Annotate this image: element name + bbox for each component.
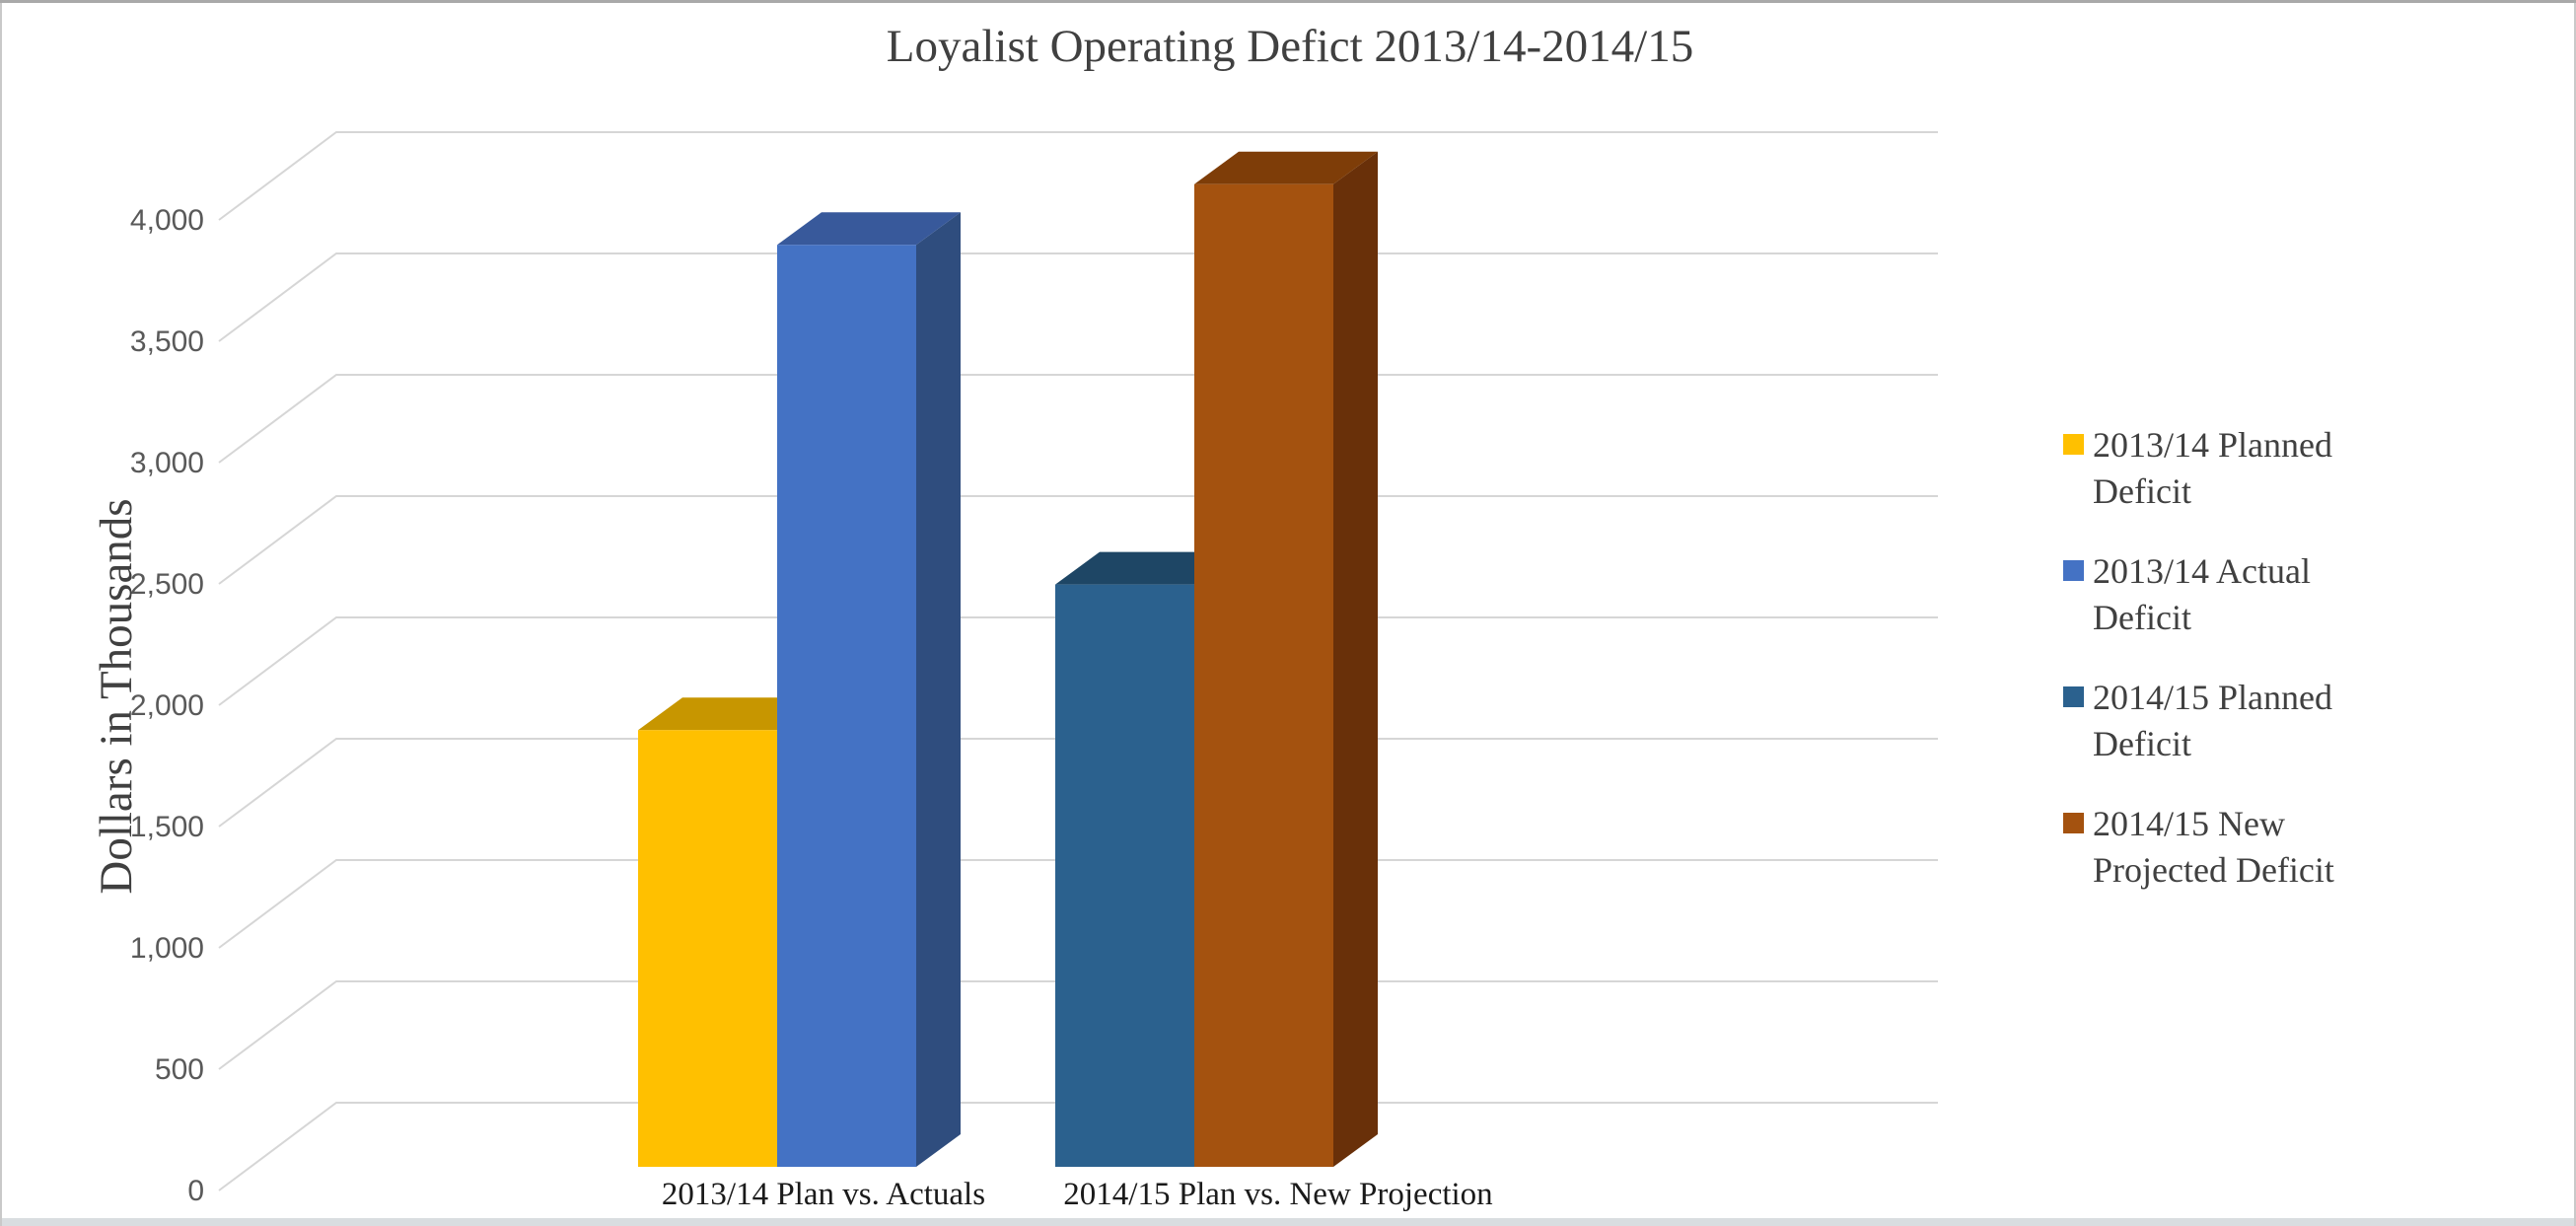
bar-2014-15-new-projected-deficit: [1194, 183, 1333, 1167]
legend-item: 2014/15 New Projected Deficit: [2063, 801, 2527, 894]
gridline: [218, 131, 1938, 221]
gridline: [218, 616, 1938, 706]
gridline: [218, 374, 1938, 464]
y-tick-label: 0: [187, 1175, 204, 1207]
y-tick-label: 2,500: [129, 568, 204, 601]
y-tick-label: 1,500: [129, 811, 204, 843]
legend-swatch-icon: [2063, 560, 2084, 581]
bar-2013-14-actual-deficit: [777, 245, 916, 1167]
bar-2014-15-planned-deficit-top: [1055, 551, 1239, 585]
legend-item: 2014/15 Planned Deficit: [2063, 675, 2527, 767]
y-tick-label: 3,000: [129, 447, 204, 479]
legend-swatch-icon: [2063, 686, 2084, 707]
bar-2014-15-new-projected-deficit-side: [1333, 151, 1378, 1168]
x-axis-category-label-2: 2014/15 Plan vs. New Projection: [1063, 1177, 1493, 1212]
gridline: [218, 252, 1938, 342]
legend-swatch-icon: [2063, 434, 2084, 455]
gridline: [218, 859, 1938, 949]
legend-item: 2013/14 Planned Deficit: [2063, 422, 2527, 515]
x-axis-category-label-1: 2013/14 Plan vs. Actuals: [661, 1177, 986, 1212]
legend-label: 2013/14 Planned Deficit: [2093, 425, 2332, 511]
bar-2013-14-planned-deficit-top: [638, 697, 822, 731]
bar-2013-14-actual-deficit-top: [777, 212, 961, 246]
bar-2013-14-actual-deficit-side: [916, 212, 961, 1167]
y-tick-label: 4,000: [129, 204, 204, 237]
legend-item: 2013/14 Actual Deficit: [2063, 548, 2527, 641]
legend-label: 2014/15 New Projected Deficit: [2093, 804, 2334, 890]
chart-title: Loyalist Operating Defict 2013/14-2014/1…: [886, 21, 1694, 72]
gridline: [218, 980, 1938, 1070]
legend-label: 2013/14 Actual Deficit: [2093, 551, 2311, 637]
legend-swatch-icon: [2063, 813, 2084, 833]
bar-2013-14-planned-deficit: [638, 730, 777, 1167]
y-tick-label: 500: [154, 1053, 204, 1086]
legend-label: 2014/15 Planned Deficit: [2093, 678, 2332, 763]
legend: 2013/14 Planned Deficit 2013/14 Actual Defi…: [2063, 422, 2527, 927]
gridline: [218, 1102, 1938, 1191]
gridline: [218, 738, 1938, 828]
gridline: [218, 495, 1938, 585]
y-tick-label: 2,000: [129, 689, 204, 722]
y-tick-label: 3,500: [129, 325, 204, 358]
bar-2014-15-planned-deficit: [1055, 584, 1194, 1167]
y-tick-label: 1,000: [129, 932, 204, 965]
bar-2014-15-new-projected-deficit-top: [1194, 151, 1378, 184]
